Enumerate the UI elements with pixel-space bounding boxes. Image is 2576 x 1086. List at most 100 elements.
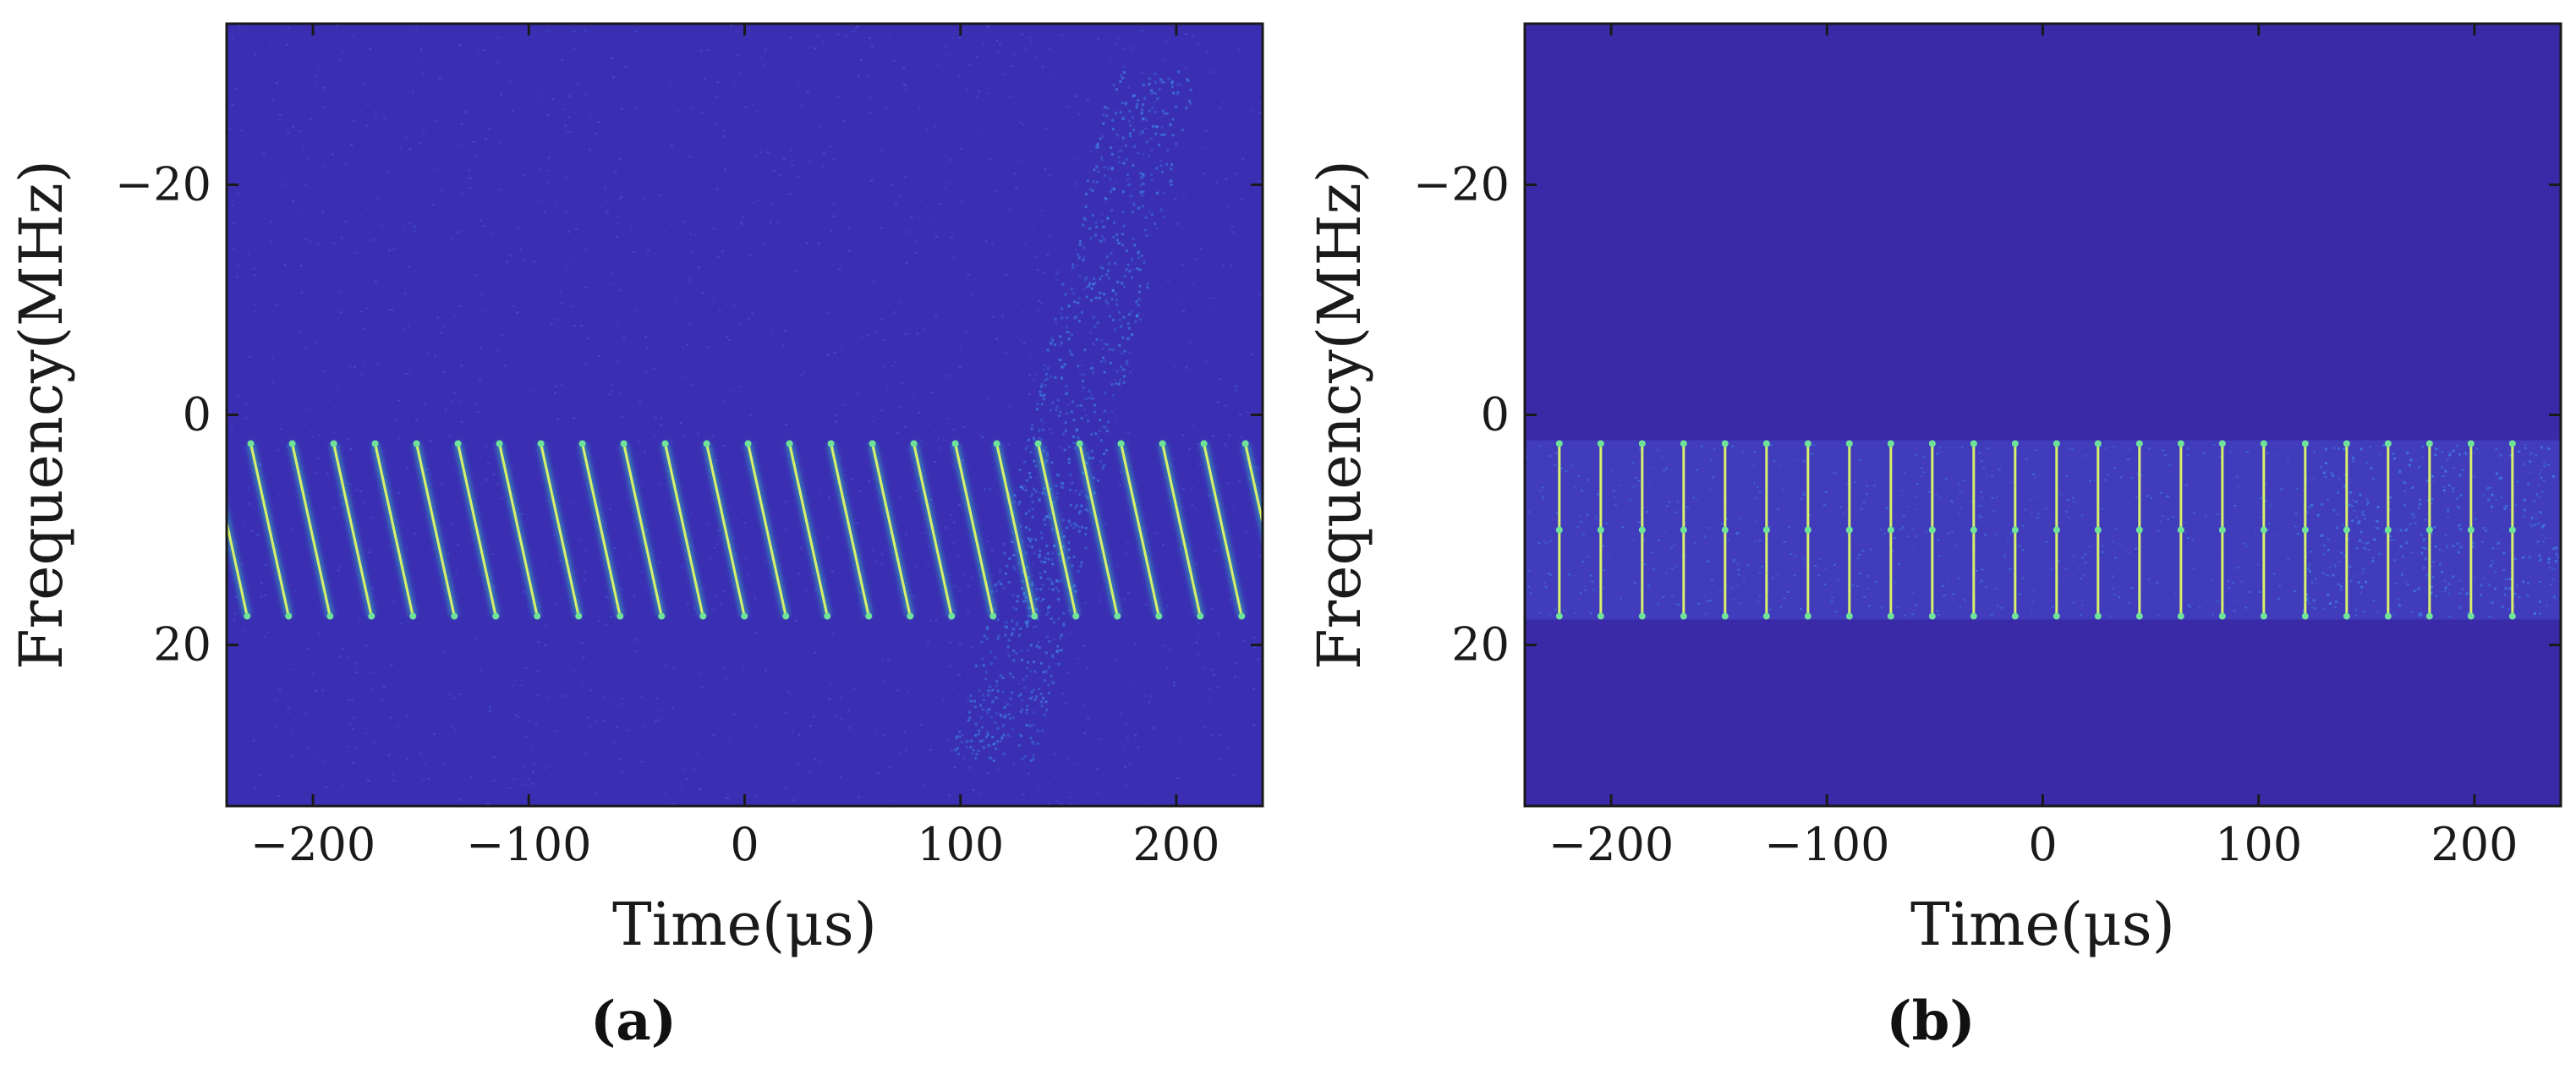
interference-speckle	[1169, 123, 1172, 126]
band-speckle	[1732, 598, 1735, 601]
noise-speckle	[730, 390, 733, 392]
noise-speckle	[342, 785, 344, 787]
interference-speckle	[1160, 171, 1164, 174]
interference-speckle	[973, 705, 977, 709]
interference-speckle	[1001, 724, 1005, 727]
chirp-end-dot	[1155, 612, 1163, 620]
band-speckle	[1962, 598, 1965, 601]
band-speckle	[2287, 557, 2290, 560]
interference-speckle	[1004, 634, 1007, 637]
noise-speckle	[640, 760, 644, 763]
band-speckle	[1527, 569, 1531, 572]
noise-speckle	[352, 761, 355, 764]
interference-speckle	[1003, 716, 1006, 719]
interference-speckle	[1029, 737, 1033, 740]
interference-speckle	[1077, 570, 1080, 573]
interference-speckle	[1042, 394, 1045, 398]
noise-speckle	[822, 152, 825, 155]
band-speckle	[1577, 515, 1581, 518]
noise-speckle	[286, 445, 289, 447]
band-speckle	[2294, 590, 2297, 593]
interference-speckle	[1130, 310, 1133, 313]
residual-speckle	[2447, 484, 2451, 487]
band-speckle	[1742, 578, 1746, 580]
interference-speckle	[1170, 167, 1173, 171]
interference-speckle	[1161, 80, 1165, 84]
noise-speckle	[370, 672, 373, 674]
band-speckle	[2114, 557, 2117, 559]
noise-speckle	[1234, 389, 1237, 392]
noise-speckle	[1141, 72, 1144, 74]
noise-speckle	[371, 516, 375, 518]
noise-speckle	[657, 482, 660, 485]
band-speckle	[2336, 513, 2339, 516]
noise-speckle	[1048, 428, 1051, 430]
interference-speckle	[1061, 316, 1064, 320]
noise-speckle	[770, 329, 774, 332]
interference-speckle	[981, 657, 984, 661]
band-speckle	[1859, 573, 1862, 575]
noise-speckle	[1246, 410, 1249, 413]
noise-speckle	[726, 797, 730, 799]
noise-speckle	[956, 127, 959, 129]
interference-speckle	[988, 756, 991, 760]
noise-speckle	[830, 570, 834, 573]
noise-speckle	[933, 125, 936, 128]
residual-speckle	[2540, 446, 2543, 449]
interference-speckle	[1074, 590, 1077, 593]
noise-speckle	[799, 546, 803, 549]
chirp-start-dot	[786, 440, 793, 447]
noise-speckle	[474, 636, 477, 639]
noise-speckle	[474, 403, 477, 405]
noise-speckle	[948, 641, 951, 644]
band-speckle	[1595, 590, 1598, 593]
noise-speckle	[1044, 168, 1047, 171]
residual-speckle	[2542, 524, 2546, 527]
noise-speckle	[244, 524, 247, 526]
noise-speckle	[738, 72, 742, 74]
noise-speckle	[543, 561, 546, 563]
noise-speckle	[953, 584, 956, 587]
band-speckle	[2233, 610, 2236, 612]
interference-speckle	[1061, 307, 1063, 310]
noise-speckle	[929, 498, 933, 501]
band-speckle	[2067, 516, 2070, 518]
band-speckle	[2367, 548, 2370, 551]
noise-speckle	[877, 772, 880, 775]
band-speckle	[1670, 595, 1674, 597]
noise-speckle	[419, 58, 423, 60]
band-speckle	[1959, 606, 1962, 608]
noise-speckle	[611, 57, 614, 59]
noise-speckle	[1032, 379, 1035, 381]
residual-speckle	[2456, 542, 2459, 546]
interference-speckle	[1002, 752, 1006, 755]
residual-speckle	[2444, 586, 2447, 590]
noise-speckle	[948, 794, 951, 796]
band-speckle	[1865, 493, 1868, 496]
noise-speckle	[397, 437, 401, 440]
noise-speckle	[722, 129, 726, 132]
noise-speckle	[458, 44, 462, 47]
interference-speckle	[1117, 382, 1121, 386]
noise-speckle	[236, 276, 238, 278]
noise-speckle	[1062, 120, 1066, 123]
noise-speckle	[873, 478, 876, 480]
interference-speckle	[1021, 699, 1024, 702]
band-speckle	[2540, 469, 2543, 471]
noise-speckle	[436, 120, 439, 123]
interference-speckle	[988, 708, 991, 710]
band-speckle	[1985, 585, 1988, 588]
noise-speckle	[254, 310, 257, 313]
interference-speckle	[1143, 228, 1147, 232]
noise-speckle	[914, 490, 918, 491]
residual-speckle	[2435, 595, 2438, 598]
band-speckle	[2338, 478, 2341, 480]
noise-speckle	[686, 343, 688, 346]
residual-speckle	[2332, 474, 2335, 477]
noise-speckle	[560, 301, 563, 304]
y-axis-label: Frequency(MHz)	[7, 160, 76, 670]
noise-speckle	[1174, 198, 1176, 200]
noise-speckle	[918, 217, 921, 219]
interference-speckle	[1094, 221, 1098, 224]
interference-speckle	[1031, 546, 1033, 549]
